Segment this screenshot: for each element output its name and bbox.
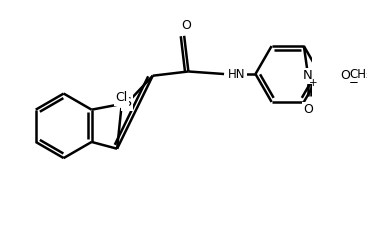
Text: HN: HN <box>228 67 246 81</box>
Text: Cl: Cl <box>115 91 127 104</box>
Text: S: S <box>123 96 131 109</box>
Text: +: + <box>309 78 317 88</box>
Text: O: O <box>181 19 191 32</box>
Text: O: O <box>341 69 350 82</box>
Text: N: N <box>303 69 313 82</box>
Text: O: O <box>303 103 313 116</box>
Text: −: − <box>349 76 359 89</box>
Text: CH₃: CH₃ <box>350 67 367 81</box>
